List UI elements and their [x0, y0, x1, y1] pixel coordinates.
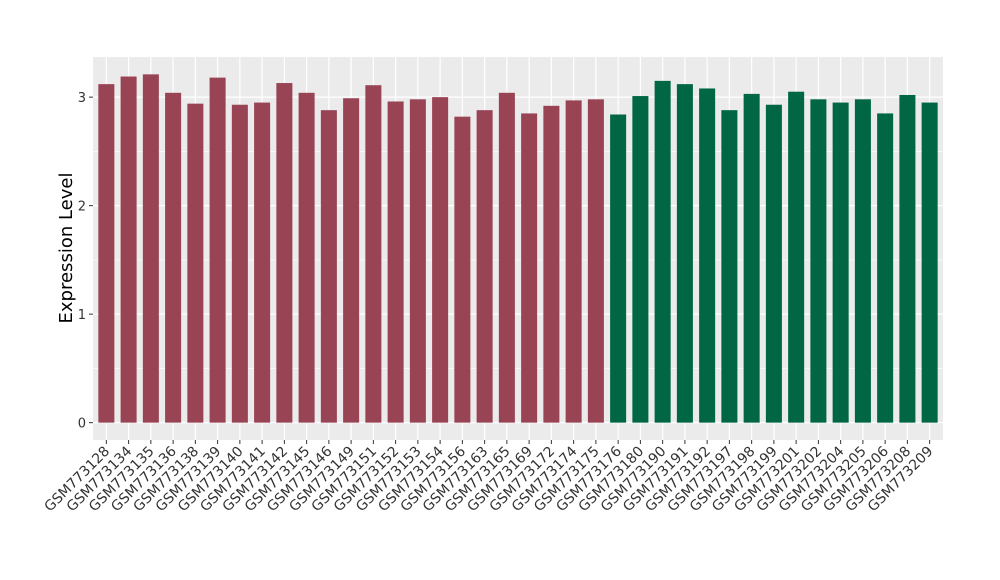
bar	[432, 97, 449, 423]
bar	[543, 105, 560, 423]
bar	[765, 104, 782, 423]
bar	[788, 91, 805, 423]
bar	[387, 101, 404, 423]
bar	[676, 84, 693, 423]
bar	[877, 113, 894, 423]
bar	[854, 99, 871, 423]
bar	[899, 94, 916, 423]
bar	[320, 110, 337, 423]
bar	[721, 110, 738, 423]
bar	[654, 80, 671, 423]
y-tick-label: 0	[78, 417, 86, 432]
bar	[454, 116, 471, 423]
bar	[298, 92, 315, 423]
bar	[832, 102, 849, 423]
bar	[810, 99, 827, 423]
bar	[521, 113, 538, 423]
bar	[254, 102, 271, 423]
bar	[165, 92, 182, 423]
y-tick-label: 1	[78, 308, 86, 323]
y-tick-label: 3	[78, 91, 86, 106]
bar	[565, 100, 582, 423]
y-axis-label: Expression Level	[56, 173, 77, 324]
bar	[120, 76, 137, 423]
bar	[409, 99, 426, 423]
bar	[343, 98, 360, 423]
bar	[921, 102, 938, 423]
bar	[699, 88, 716, 423]
y-tick-label: 2	[78, 200, 86, 215]
bar	[587, 99, 604, 423]
bar	[476, 110, 493, 423]
bar	[209, 77, 226, 423]
bar	[142, 74, 159, 423]
bar	[187, 103, 204, 423]
bar	[365, 85, 382, 423]
bar	[610, 114, 627, 423]
bar	[632, 96, 649, 423]
bar	[498, 92, 515, 423]
bar	[743, 93, 760, 423]
bar	[98, 84, 115, 423]
bar	[276, 83, 293, 423]
bar	[231, 104, 248, 423]
